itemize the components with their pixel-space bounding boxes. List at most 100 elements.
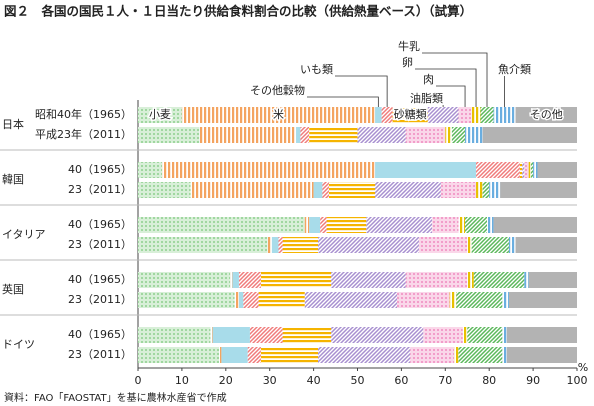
bar-segment — [524, 272, 529, 288]
bar-segment — [313, 182, 323, 198]
x-tick-label: 60 — [394, 374, 408, 387]
bar-segment — [317, 347, 411, 363]
group-label: 英国 — [2, 282, 24, 296]
bar-segment — [258, 292, 305, 308]
series-label: その他穀物 — [250, 83, 305, 97]
bar-segment — [138, 217, 305, 233]
bar-segment — [247, 347, 261, 363]
bar-segment — [300, 127, 310, 143]
bar-segment — [458, 347, 503, 363]
group-label: イタリア — [2, 228, 46, 241]
bar-segment — [476, 162, 520, 178]
bar-segment — [418, 237, 468, 253]
bar-segment — [405, 127, 446, 143]
bar-segment — [515, 237, 577, 253]
bar-segment — [530, 162, 534, 178]
x-unit: % — [578, 361, 588, 374]
bar-segment — [506, 347, 577, 363]
row-label: 23（2011） — [68, 183, 132, 196]
bar-segment — [482, 127, 577, 143]
bar-segment — [375, 162, 477, 178]
bar-segment — [296, 127, 301, 143]
bar-segment — [138, 347, 220, 363]
source-note: 資料：FAO「FAOSTAT」を基に農林水産省で作成 — [4, 391, 227, 404]
bar-segment — [410, 347, 455, 363]
bar-segment — [471, 237, 509, 253]
bar-segment — [162, 162, 376, 178]
bar-segment — [238, 272, 261, 288]
x-tick-label: 90 — [526, 374, 540, 387]
row-label: 40（1965） — [68, 328, 132, 341]
bar-segment — [489, 182, 501, 198]
bar-segment — [234, 292, 239, 308]
x-tick-label: 40 — [307, 374, 321, 387]
bar-segment — [454, 347, 459, 363]
x-tick-label: 70 — [438, 374, 452, 387]
bar-segment — [138, 162, 163, 178]
leader-line — [335, 75, 388, 107]
bar-segment — [467, 272, 474, 288]
leader-line — [307, 96, 379, 107]
bar-segment — [482, 182, 490, 198]
bar-segment — [212, 327, 250, 343]
bar-segment — [467, 237, 472, 253]
bar-segment — [260, 347, 318, 363]
bar-segment — [260, 272, 332, 288]
bar-segment — [304, 217, 310, 233]
series-label: 油脂類 — [410, 91, 443, 105]
bar-segment — [309, 217, 321, 233]
x-tick-label: 10 — [175, 374, 189, 387]
row-label: 40（1965） — [68, 218, 132, 231]
bar-segment — [462, 327, 468, 343]
bar-segment — [282, 237, 318, 253]
bar-segment — [271, 237, 279, 253]
bar-segment — [326, 217, 367, 233]
bar-segment — [502, 292, 509, 308]
bar-segment — [309, 127, 358, 143]
bar-segment — [199, 127, 297, 143]
bar-segment — [331, 272, 406, 288]
bar-segment — [243, 292, 259, 308]
bar-segment — [138, 272, 231, 288]
bar-segment — [138, 107, 182, 123]
leader-line — [436, 85, 466, 107]
row-label: 昭和40年（1965） — [35, 107, 132, 121]
bar-segment — [138, 237, 268, 253]
bar-segment — [381, 107, 393, 123]
bar-segment — [322, 182, 329, 198]
bar-segment — [331, 327, 424, 343]
bar-segment — [375, 182, 441, 198]
x-tick-label: 80 — [482, 374, 496, 387]
bar-segment — [476, 182, 483, 198]
bar-segment — [487, 217, 494, 233]
bar-segment — [533, 162, 538, 178]
bar-segment — [465, 127, 483, 143]
bar-segment — [528, 162, 531, 178]
series-label: 魚介類 — [498, 63, 531, 76]
bar-segment — [515, 107, 577, 123]
bar-segment — [190, 182, 314, 198]
bar-segment — [465, 217, 488, 233]
row-label: 40（1965） — [68, 273, 132, 286]
bar-segment — [528, 272, 577, 288]
bar-segment — [249, 327, 283, 343]
bar-segment — [427, 107, 459, 123]
bar-segment — [493, 217, 577, 233]
bar-segment — [181, 107, 376, 123]
bar-segment — [392, 107, 428, 123]
group-label: 日本 — [2, 117, 24, 131]
chart-title: 図２ 各国の国民１人・１日当たり供給食料割合の比較（供給熱量ベース）（試算） — [4, 4, 472, 19]
bar-segment — [467, 327, 503, 343]
bar-segment — [267, 237, 272, 253]
series-label: 米 — [273, 108, 284, 121]
bar-segment — [537, 162, 577, 178]
series-label: 牛乳 — [398, 39, 420, 53]
bar-segment — [219, 347, 222, 363]
series-label: 砂糖類 — [394, 107, 427, 121]
row-label: 23（2011） — [68, 238, 132, 251]
bar-segment — [238, 292, 244, 308]
bar-segment — [519, 162, 523, 178]
bar-segment — [458, 107, 472, 123]
bar-segment — [221, 347, 248, 363]
bar-segment — [432, 217, 459, 233]
